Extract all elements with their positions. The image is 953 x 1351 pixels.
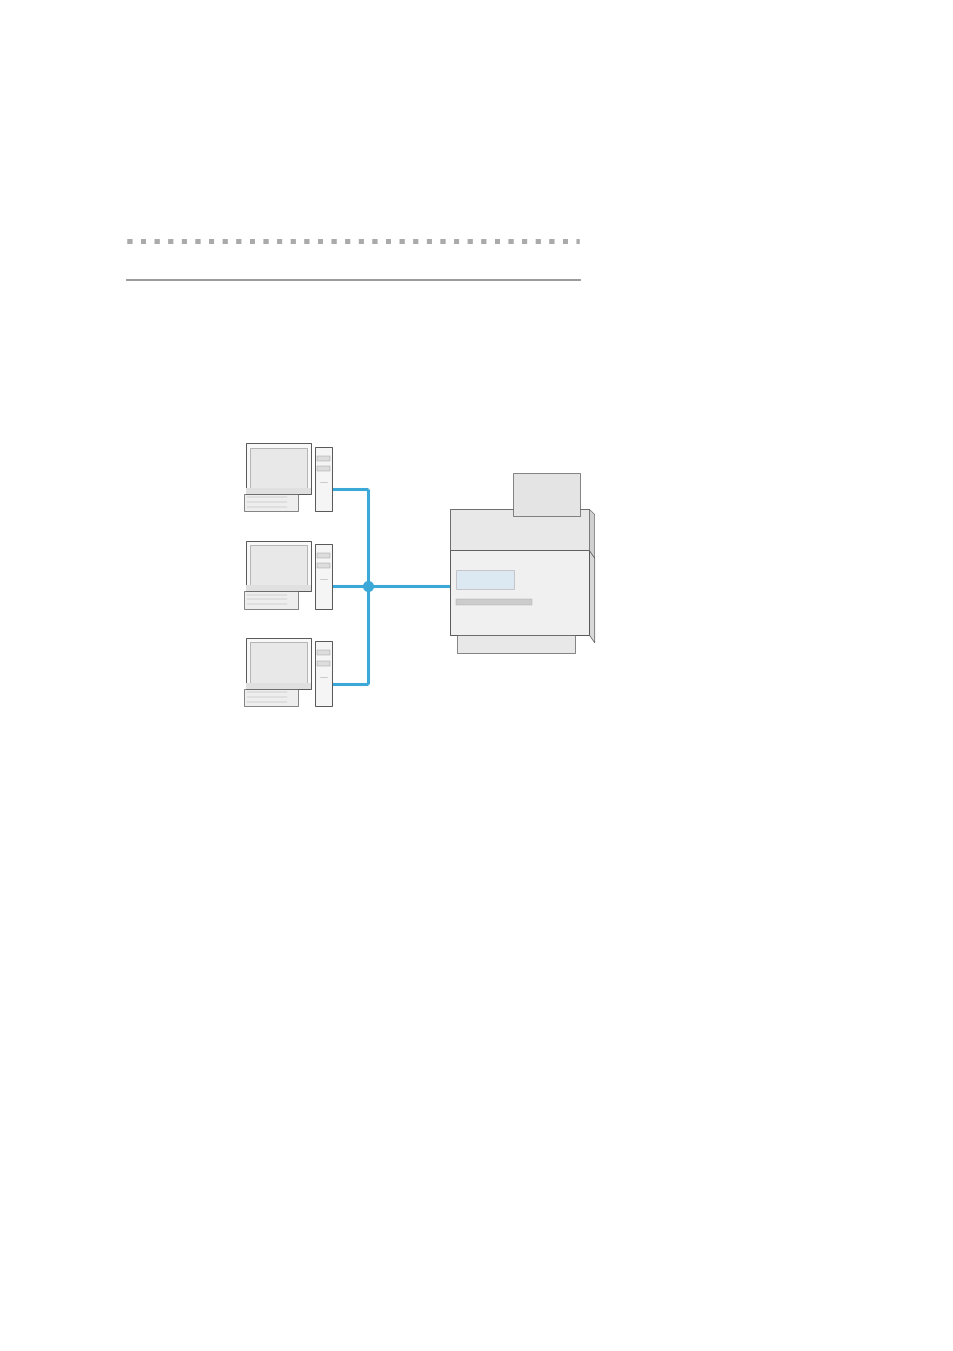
FancyBboxPatch shape <box>250 642 307 682</box>
Polygon shape <box>589 509 594 558</box>
FancyBboxPatch shape <box>244 494 298 511</box>
FancyBboxPatch shape <box>456 570 514 589</box>
FancyBboxPatch shape <box>456 635 575 653</box>
Polygon shape <box>589 550 594 643</box>
FancyBboxPatch shape <box>316 661 330 666</box>
FancyBboxPatch shape <box>316 455 330 461</box>
FancyBboxPatch shape <box>450 509 589 550</box>
FancyBboxPatch shape <box>250 447 307 488</box>
FancyBboxPatch shape <box>316 466 330 471</box>
FancyBboxPatch shape <box>250 544 307 585</box>
FancyBboxPatch shape <box>314 544 332 608</box>
FancyBboxPatch shape <box>244 592 298 608</box>
FancyBboxPatch shape <box>456 598 532 605</box>
FancyBboxPatch shape <box>316 553 330 558</box>
FancyBboxPatch shape <box>246 443 311 494</box>
FancyBboxPatch shape <box>314 446 332 511</box>
FancyBboxPatch shape <box>316 563 330 569</box>
Polygon shape <box>513 473 579 516</box>
FancyBboxPatch shape <box>246 585 311 592</box>
FancyBboxPatch shape <box>246 638 311 689</box>
FancyBboxPatch shape <box>246 540 311 592</box>
FancyBboxPatch shape <box>450 550 589 635</box>
FancyBboxPatch shape <box>246 682 311 689</box>
FancyBboxPatch shape <box>246 488 311 494</box>
FancyBboxPatch shape <box>244 689 298 707</box>
FancyBboxPatch shape <box>316 650 330 655</box>
FancyBboxPatch shape <box>314 642 332 707</box>
